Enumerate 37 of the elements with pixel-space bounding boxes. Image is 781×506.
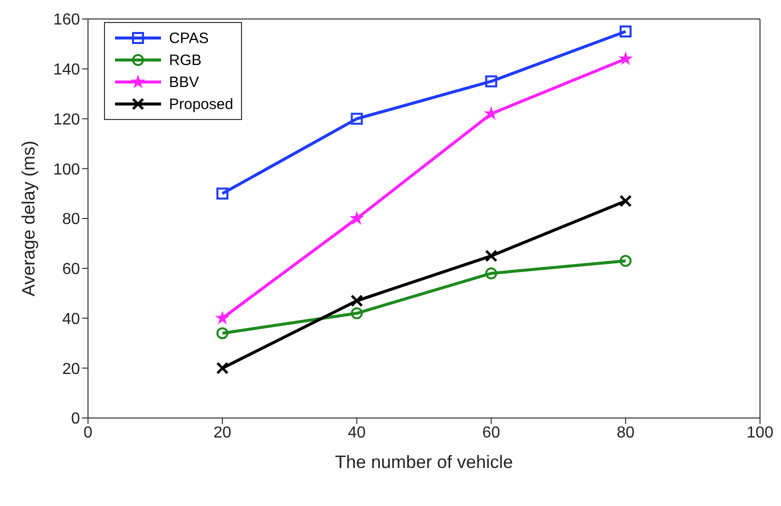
x-tick-label: 60 [482, 424, 500, 442]
legend-label: CPAS [169, 30, 209, 46]
point [216, 362, 229, 374]
x-tick-label: 0 [84, 424, 93, 442]
y-tick-label: 100 [53, 161, 80, 178]
point [484, 250, 498, 262]
point [620, 25, 632, 38]
point [619, 52, 632, 64]
point [350, 212, 364, 224]
point [216, 312, 229, 324]
y-tick-label: 60 [62, 261, 80, 278]
y-axis-title: Average delay (ms) [18, 140, 38, 296]
point [350, 112, 363, 125]
point [350, 294, 364, 308]
point [619, 194, 632, 208]
x-tick-label: 20 [214, 424, 232, 442]
point [216, 188, 228, 200]
point [216, 327, 228, 340]
point [485, 75, 498, 88]
legend-label: Proposed [169, 96, 234, 112]
x-tick-label: 80 [616, 424, 635, 442]
x-tick-label: 40 [348, 424, 366, 442]
y-tick-label: 20 [62, 360, 80, 378]
legend-label: RGB [169, 52, 202, 68]
y-tick-label: 0 [71, 410, 80, 428]
y-tick-label: 80 [62, 211, 80, 228]
y-tick-label: 120 [53, 111, 80, 128]
y-tick-label: 140 [53, 62, 80, 79]
point [484, 107, 498, 120]
x-axis-title: The number of vehicle [334, 452, 514, 472]
x-tick-label: 100 [746, 424, 774, 442]
legend-label: BBV [169, 74, 200, 90]
y-tick-label: 160 [53, 12, 80, 29]
y-tick-label: 40 [62, 310, 80, 328]
point [620, 254, 632, 267]
point [350, 307, 363, 320]
point [485, 267, 498, 280]
